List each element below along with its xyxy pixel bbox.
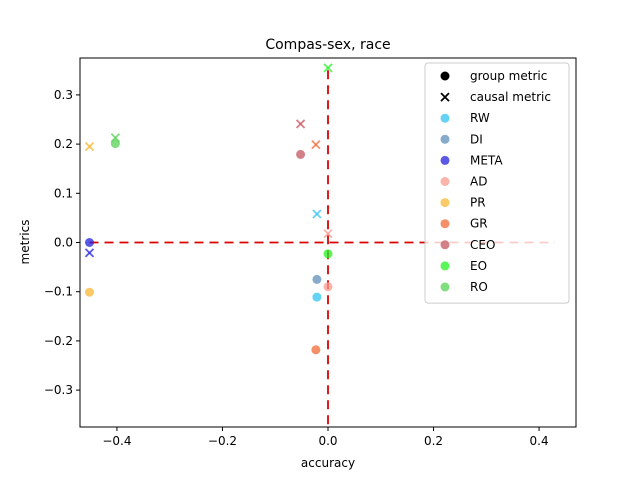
chart-title: Compas-sex, race: [265, 37, 390, 53]
x-tick-label: −0.4: [102, 434, 131, 448]
causal-point-gr: [311, 139, 321, 150]
causal-mark-stroke: [84, 141, 95, 152]
group-point-meta: [84, 238, 94, 247]
group-point-ceo: [296, 149, 306, 159]
legend: group metric causal metric RW DI META AD PR GR C…: [424, 62, 570, 304]
x-tick-label: 0.2: [424, 434, 443, 448]
x-axis-ticks: −0.4 −0.2 0.0 0.2 0.4: [102, 427, 549, 448]
legend-label: EO: [470, 259, 487, 273]
legend-swatch-ceo: [440, 240, 450, 250]
x-tick-label: −0.2: [208, 434, 237, 448]
legend-swatch-pr: [440, 198, 450, 208]
y-tick-label: −0.3: [44, 383, 73, 397]
causal-point-pr: [84, 141, 95, 152]
causal-point-eo: [323, 63, 333, 73]
data-points: [84, 63, 333, 355]
y-tick-label: 0.1: [54, 186, 73, 200]
y-tick-label: 0.0: [54, 236, 73, 250]
causal-point-ceo: [295, 119, 306, 129]
causal-mark-stroke: [311, 139, 321, 150]
y-tick-label: 0.2: [54, 137, 73, 151]
legend-swatch-ro: [440, 282, 450, 292]
group-point-eo: [323, 249, 333, 259]
legend-marker-group: [440, 71, 450, 81]
group-point-di: [312, 274, 322, 284]
causal-point-meta: [84, 248, 95, 258]
plot-frame: [79, 57, 577, 428]
legend-label: DI: [470, 132, 483, 146]
legend-swatch-di: [440, 134, 450, 144]
group-point-ad: [323, 282, 333, 292]
causal-point-ro: [110, 133, 120, 143]
x-tick-label: 0.0: [318, 434, 337, 448]
y-tick-label: 0.3: [54, 88, 73, 102]
reference-lines: [89, 70, 555, 427]
y-axis-label: metrics: [18, 220, 32, 265]
legend-label: PR: [470, 196, 486, 210]
legend-label: CEO: [470, 238, 495, 252]
causal-mark-stroke: [110, 133, 120, 143]
x-tick-label: 0.4: [530, 434, 549, 448]
legend-label: group metric: [470, 69, 547, 83]
legend-box: [424, 62, 570, 304]
causal-mark-stroke: [295, 119, 306, 129]
y-tick-label: −0.1: [44, 285, 73, 299]
legend-swatch-rw: [440, 113, 450, 123]
legend-swatch-eo: [440, 261, 450, 271]
causal-mark-stroke: [323, 63, 333, 73]
legend-swatch-gr: [440, 219, 450, 229]
legend-swatch-meta: [440, 155, 450, 165]
group-point-pr: [84, 287, 94, 297]
causal-point-rw: [312, 209, 322, 219]
causal-mark-stroke: [323, 229, 333, 239]
y-tick-label: −0.2: [44, 334, 73, 348]
legend-label: AD: [470, 175, 487, 189]
group-point-gr: [311, 345, 321, 355]
legend-label: GR: [470, 217, 488, 231]
y-axis-ticks: −0.3 −0.2 −0.1 0.0 0.1 0.2 0.3: [44, 88, 80, 397]
legend-marker-causal: [440, 92, 450, 102]
causal-point-ad: [323, 229, 333, 239]
legend-label: RO: [470, 280, 488, 294]
legend-label: META: [470, 153, 503, 167]
causal-mark-stroke: [84, 248, 95, 258]
group-point-ro: [110, 139, 120, 149]
legend-label: causal metric: [470, 90, 551, 104]
group-point-rw: [312, 292, 322, 302]
legend-swatch-ad: [440, 177, 450, 186]
legend-marker-stroke: [440, 92, 450, 102]
legend-label: RW: [470, 111, 490, 125]
causal-mark-stroke: [312, 209, 322, 219]
x-axis-label: accuracy: [301, 456, 355, 470]
